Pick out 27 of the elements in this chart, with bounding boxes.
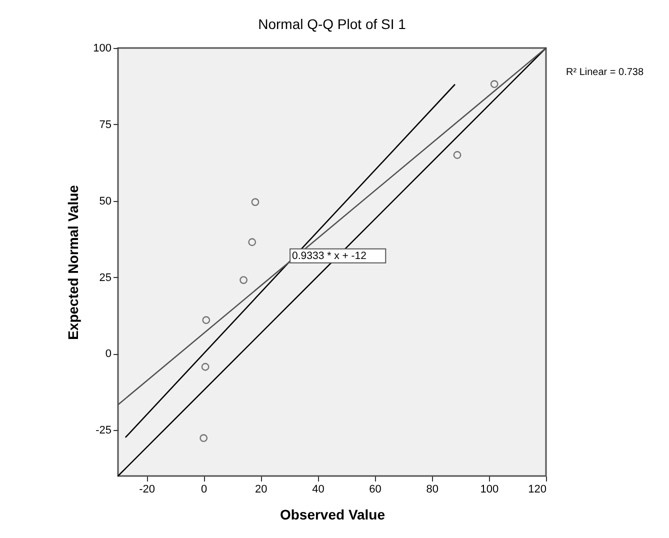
x-tick-label: 100 — [480, 484, 499, 496]
text: R² Linear = 0.738 — [566, 67, 644, 78]
chart-title: Normal Q-Q Plot of SI 1 — [258, 16, 406, 32]
y-tick-label: 0 — [105, 348, 112, 360]
point — [453, 151, 462, 159]
x-tick-label: -20 — [139, 484, 155, 496]
point — [251, 198, 260, 206]
y-axis-title: Expected Normal Value — [65, 184, 82, 340]
point — [240, 276, 248, 284]
point — [202, 316, 210, 324]
x-tick-label: 120 — [528, 484, 546, 496]
point — [200, 434, 208, 442]
y-tick-label: 100 — [93, 42, 112, 54]
x-tick-label: 0 — [201, 484, 208, 496]
x-tick-label: 40 — [312, 484, 324, 496]
point — [201, 362, 210, 371]
annotation: 0.9333 * x + -12 — [292, 250, 367, 262]
x-tick-label: 80 — [426, 484, 438, 496]
x-tick-label: 60 — [369, 484, 382, 496]
x-tick-label: 20 — [255, 484, 268, 496]
point — [490, 80, 498, 88]
y-tick-label: 50 — [99, 195, 112, 208]
y-tick-label: 75 — [99, 118, 112, 131]
y-tick-label: -25 — [96, 424, 112, 437]
x-axis-title: Observed Value — [280, 506, 386, 522]
point — [248, 238, 256, 246]
y-tick-label: 25 — [99, 272, 112, 284]
